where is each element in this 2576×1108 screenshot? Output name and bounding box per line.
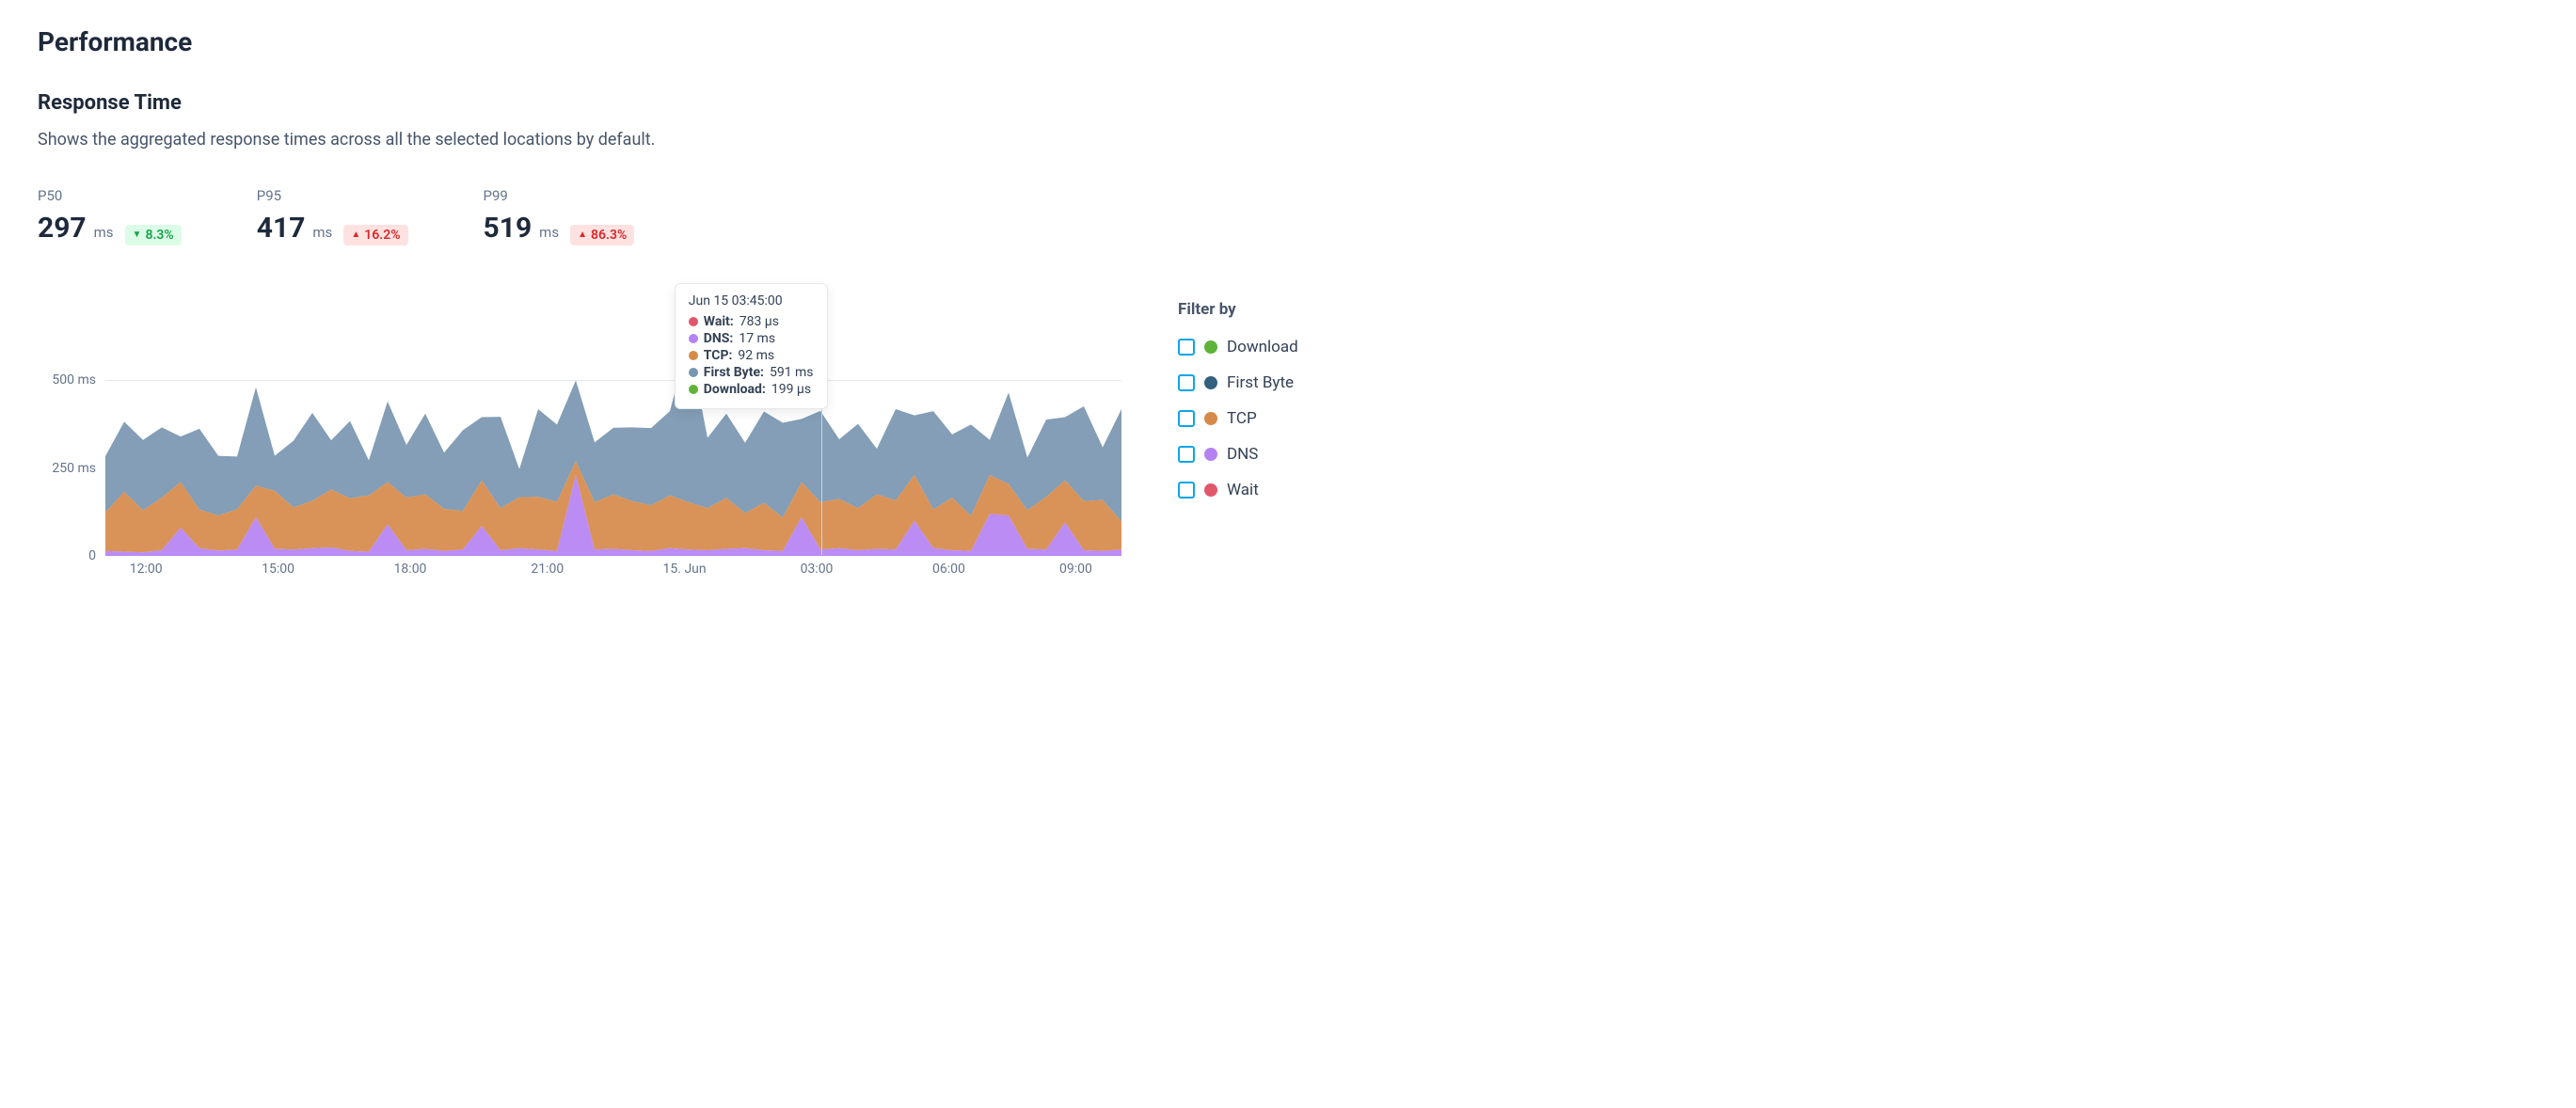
tooltip-title: Jun 15 03:45:00 xyxy=(689,293,814,309)
filter-swatch xyxy=(1204,448,1217,461)
filter-item-wait[interactable]: Wait xyxy=(1178,481,1423,499)
filter-label: Download xyxy=(1227,338,1298,356)
filter-swatch xyxy=(1204,483,1217,497)
x-axis-tick: 15. Jun xyxy=(663,562,707,577)
filter-item-tcp[interactable]: TCP xyxy=(1178,409,1423,428)
filter-label: Wait xyxy=(1227,481,1259,499)
tooltip-dot xyxy=(689,351,698,360)
stat-unit: ms xyxy=(539,224,559,241)
y-axis-tick: 500 ms xyxy=(38,372,96,388)
response-time-chart: 500 ms 250 ms 0 Jun 15 03:45:00 Wait: 783 µs… xyxy=(38,293,1121,578)
filter-swatch xyxy=(1204,340,1217,354)
x-axis-tick: 06:00 xyxy=(932,562,965,577)
filter-label: DNS xyxy=(1227,445,1258,464)
tooltip-value: 199 µs xyxy=(771,382,811,397)
filter-checkbox[interactable] xyxy=(1178,339,1195,356)
section-title: Response Time xyxy=(38,91,2538,115)
stat-unit: ms xyxy=(94,224,114,241)
filter-checkbox[interactable] xyxy=(1178,374,1195,391)
filter-swatch xyxy=(1204,412,1217,425)
y-axis-tick: 0 xyxy=(38,548,96,563)
stat-p50: P50 297 ms ▼8.3% xyxy=(38,187,182,245)
tooltip-value: 783 µs xyxy=(739,314,779,329)
filter-swatch xyxy=(1204,376,1217,389)
x-axis-tick: 03:00 xyxy=(801,562,834,577)
tooltip-dot xyxy=(689,334,698,343)
filter-checkbox[interactable] xyxy=(1178,482,1195,499)
filter-label: TCP xyxy=(1227,409,1257,428)
stat-label: P95 xyxy=(257,187,408,204)
filter-item-dns[interactable]: DNS xyxy=(1178,445,1423,464)
tooltip-value: 591 ms xyxy=(770,365,814,380)
stat-value: 519 xyxy=(484,212,533,245)
section-description: Shows the aggregated response times acro… xyxy=(38,130,2538,150)
x-axis-tick: 12:00 xyxy=(130,562,163,577)
stat-delta: ▲86.3% xyxy=(570,225,634,245)
stat-p99: P99 519 ms ▲86.3% xyxy=(484,187,635,245)
stats-row: P50 297 ms ▼8.3% P95 417 ms ▲16.2% P99 519 ms ▲86.3… xyxy=(38,187,2538,245)
tooltip-key: TCP: xyxy=(704,348,733,363)
filter-item-download[interactable]: Download xyxy=(1178,338,1423,356)
stat-p95: P95 417 ms ▲16.2% xyxy=(257,187,408,245)
stat-label: P99 xyxy=(484,187,635,204)
tooltip-row: Download: 199 µs xyxy=(689,382,814,397)
tooltip-value: 17 ms xyxy=(739,331,775,346)
stat-label: P50 xyxy=(38,187,182,204)
filter-checkbox[interactable] xyxy=(1178,446,1195,463)
y-axis-tick: 250 ms xyxy=(38,461,96,476)
filter-panel: Filter by Download First Byte TCP DNS Wait xyxy=(1178,293,1423,516)
stat-delta: ▼8.3% xyxy=(125,225,182,245)
page-title: Performance xyxy=(38,26,2538,57)
filter-label: First Byte xyxy=(1227,373,1294,392)
stat-unit: ms xyxy=(312,224,332,241)
stat-delta: ▲16.2% xyxy=(343,225,407,245)
tooltip-row: DNS: 17 ms xyxy=(689,331,814,346)
filter-title: Filter by xyxy=(1178,300,1423,319)
tooltip-dot xyxy=(689,368,698,377)
tooltip-value: 92 ms xyxy=(738,348,774,363)
tooltip-dot xyxy=(689,317,698,326)
x-axis-tick: 18:00 xyxy=(394,562,427,577)
tooltip-key: Wait: xyxy=(704,314,734,329)
x-axis-tick: 21:00 xyxy=(531,562,564,577)
x-axis-tick: 15:00 xyxy=(262,562,294,577)
tooltip-dot xyxy=(689,385,698,394)
stat-value: 297 xyxy=(38,212,87,245)
tooltip-row: First Byte: 591 ms xyxy=(689,365,814,380)
chart-tooltip: Jun 15 03:45:00 Wait: 783 µs DNS: 17 ms TCP: 9… xyxy=(675,283,828,409)
tooltip-row: Wait: 783 µs xyxy=(689,314,814,329)
tooltip-key: DNS: xyxy=(704,331,734,346)
filter-checkbox[interactable] xyxy=(1178,410,1195,427)
tooltip-row: TCP: 92 ms xyxy=(689,348,814,363)
filter-item-first-byte[interactable]: First Byte xyxy=(1178,373,1423,392)
tooltip-key: Download: xyxy=(704,382,766,397)
tooltip-key: First Byte: xyxy=(704,365,764,380)
x-axis-tick: 09:00 xyxy=(1059,562,1092,577)
stat-value: 417 xyxy=(257,212,306,245)
